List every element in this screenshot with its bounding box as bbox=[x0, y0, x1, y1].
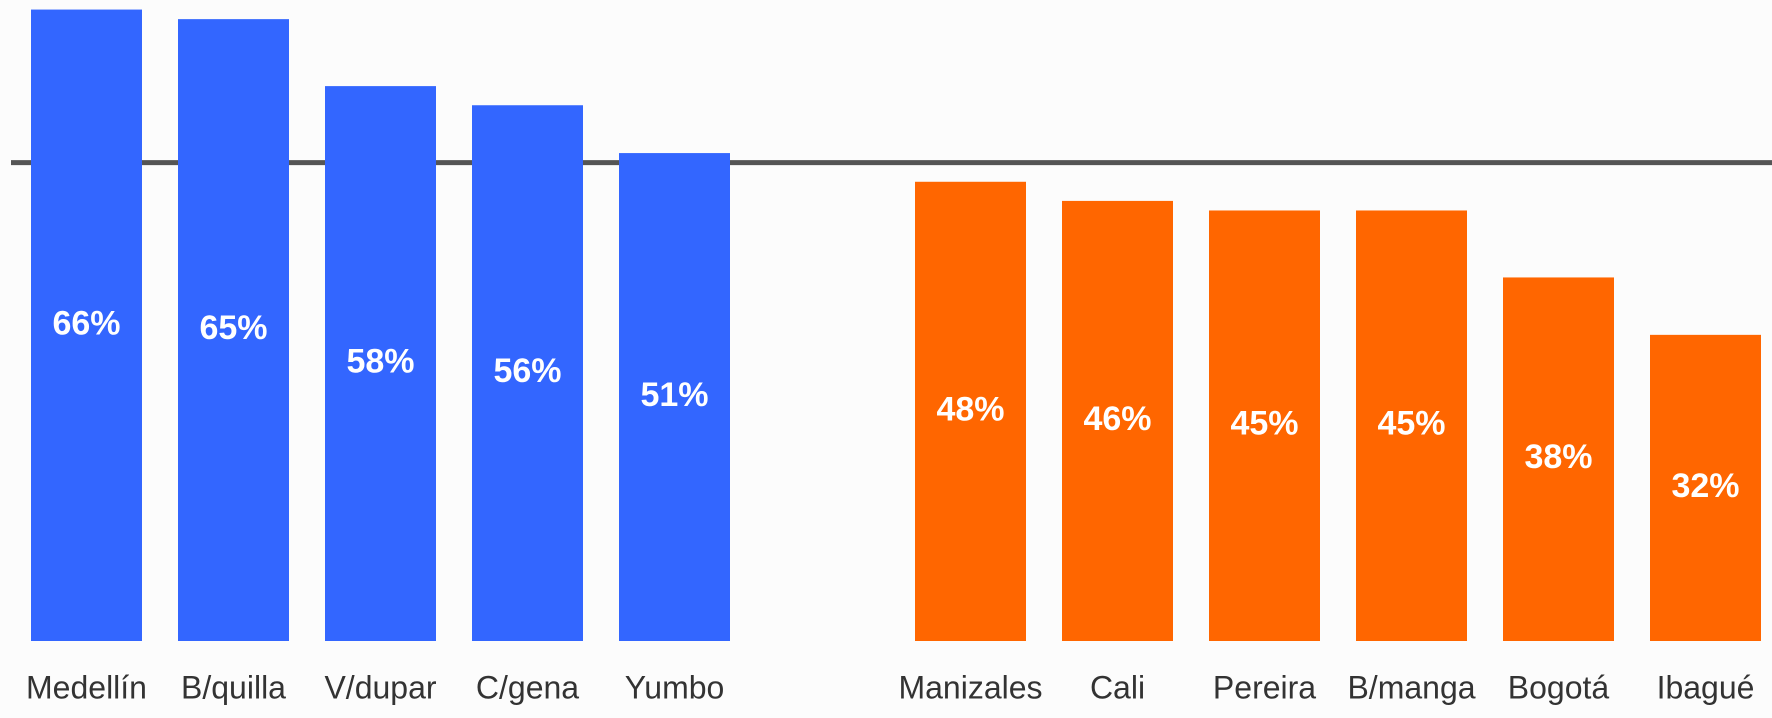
bar bbox=[619, 153, 730, 641]
value-label: 65% bbox=[199, 309, 267, 347]
bar bbox=[1209, 210, 1320, 642]
bar bbox=[31, 9, 142, 642]
category-label: Yumbo bbox=[625, 669, 725, 705]
value-label: 48% bbox=[936, 390, 1004, 428]
bar bbox=[1650, 334, 1761, 641]
category-label: B/manga bbox=[1347, 669, 1475, 705]
value-label: 45% bbox=[1230, 405, 1298, 443]
value-label: 51% bbox=[640, 376, 708, 414]
bar bbox=[178, 19, 289, 641]
bar bbox=[325, 86, 436, 641]
bar bbox=[915, 181, 1026, 641]
category-label: Bogotá bbox=[1508, 669, 1610, 705]
category-label: Cali bbox=[1090, 669, 1145, 705]
category-label: C/gena bbox=[476, 669, 579, 705]
bar bbox=[472, 105, 583, 641]
category-label: B/quilla bbox=[181, 669, 286, 705]
value-label: 45% bbox=[1377, 405, 1445, 443]
bar bbox=[1062, 200, 1173, 641]
value-label: 66% bbox=[52, 304, 120, 342]
value-label: 32% bbox=[1671, 467, 1739, 505]
value-label: 38% bbox=[1524, 438, 1592, 476]
category-label: Pereira bbox=[1213, 669, 1316, 705]
category-label: Manizales bbox=[898, 669, 1042, 705]
value-label: 58% bbox=[346, 343, 414, 381]
value-label: 56% bbox=[493, 352, 561, 390]
bar bbox=[1503, 277, 1614, 641]
category-label: V/dupar bbox=[324, 669, 436, 705]
bar bbox=[1356, 210, 1467, 642]
value-label: 46% bbox=[1083, 400, 1151, 438]
category-label: Medellín bbox=[26, 669, 147, 705]
category-label: Ibagué bbox=[1657, 669, 1755, 705]
